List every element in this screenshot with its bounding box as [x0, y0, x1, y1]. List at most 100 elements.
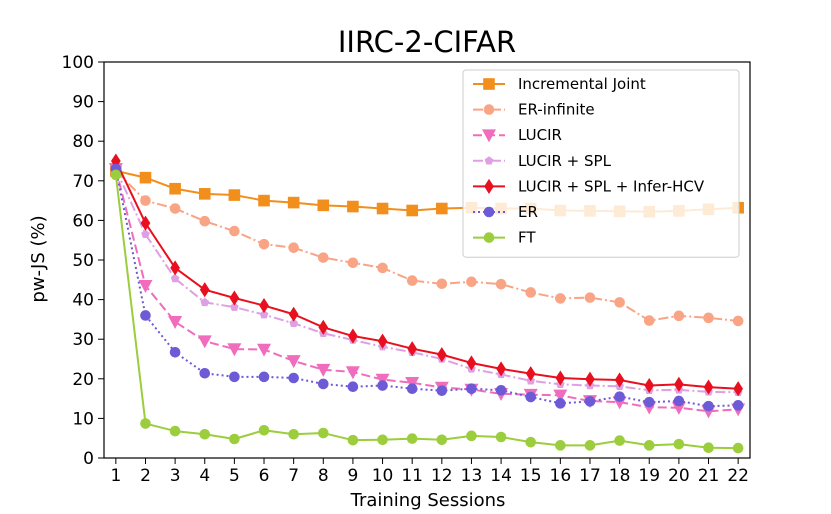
data-point — [288, 242, 299, 254]
x-tick-label: 17 — [579, 466, 601, 486]
data-point — [674, 376, 684, 392]
data-point — [168, 315, 183, 329]
y-tick-label: 50 — [72, 251, 94, 271]
series-7 — [110, 169, 744, 454]
data-point — [258, 194, 270, 207]
data-point — [584, 440, 596, 451]
series-line — [114, 174, 739, 450]
data-point — [525, 436, 537, 448]
data-point — [230, 302, 239, 311]
series-line — [114, 168, 739, 408]
data-point — [288, 306, 299, 322]
data-point — [733, 381, 744, 397]
data-point — [169, 346, 181, 358]
data-point — [643, 440, 655, 451]
data-point — [553, 389, 568, 403]
data-point — [197, 335, 212, 349]
data-point — [584, 292, 596, 303]
data-point — [169, 203, 181, 214]
data-point — [436, 347, 447, 363]
data-point — [198, 188, 211, 200]
data-point — [288, 428, 299, 440]
data-point — [317, 252, 329, 263]
data-point — [495, 431, 507, 443]
data-point — [732, 315, 744, 327]
data-point — [140, 418, 151, 429]
legend-label: Incremental Joint — [518, 75, 646, 93]
data-point — [199, 367, 211, 379]
data-point — [466, 355, 477, 371]
data-point — [555, 440, 566, 451]
x-tick-label: 3 — [170, 466, 181, 486]
data-point — [496, 361, 506, 377]
data-point — [140, 215, 151, 231]
data-point — [259, 310, 269, 319]
legend-label: ER — [518, 203, 538, 221]
x-tick-label: 1 — [110, 466, 121, 486]
plot-series-group — [108, 153, 746, 454]
x-tick-label: 9 — [348, 466, 359, 486]
data-point — [317, 427, 329, 439]
data-point — [377, 333, 388, 349]
data-point — [258, 371, 270, 383]
data-point — [316, 363, 331, 377]
x-tick-label: 5 — [229, 466, 240, 486]
legend-label: LUCIR — [518, 126, 562, 144]
legend-entry: ER-infinite — [473, 101, 595, 119]
x-tick-label: 19 — [638, 466, 660, 486]
data-point — [345, 366, 360, 380]
data-point — [229, 433, 240, 445]
x-tick-label: 13 — [461, 466, 483, 486]
legend-box — [462, 69, 740, 258]
legend-label: LUCIR + SPL — [518, 152, 612, 170]
data-point — [555, 293, 566, 304]
data-point — [170, 274, 180, 283]
y-axis-title: pw-JS (%) — [28, 215, 49, 302]
data-point — [466, 430, 477, 442]
x-tick-label: 22 — [727, 466, 749, 486]
data-point — [703, 312, 714, 324]
data-point — [288, 372, 299, 384]
data-point — [614, 372, 625, 388]
data-point — [643, 396, 655, 408]
legend-label: ER-infinite — [518, 101, 595, 119]
data-point — [348, 328, 358, 344]
data-point — [258, 424, 270, 436]
data-point — [407, 341, 418, 357]
series-line — [114, 168, 739, 413]
data-point — [466, 383, 477, 395]
x-tick-label: 15 — [520, 466, 542, 486]
legend-entry: LUCIR + SPL — [473, 152, 612, 170]
data-point — [555, 398, 566, 409]
legend-entry: ER — [473, 203, 538, 221]
legend-label: FT — [518, 229, 536, 247]
x-tick-label: 6 — [259, 466, 270, 486]
x-tick-label: 18 — [609, 466, 631, 486]
data-point — [614, 297, 625, 308]
data-point — [614, 435, 625, 446]
legend: Incremental Joint ER-infinite LUCIR LUCIR +… — [462, 69, 740, 258]
data-point — [644, 377, 655, 394]
legend-marker — [483, 232, 495, 243]
x-tick-label: 8 — [318, 466, 329, 486]
data-point — [375, 373, 390, 387]
data-point — [318, 319, 329, 335]
data-point — [377, 262, 388, 274]
data-point — [436, 385, 448, 396]
data-point — [347, 434, 359, 446]
data-point — [585, 371, 595, 387]
data-point — [287, 196, 300, 209]
legend-entry: LUCIR + SPL + Infer-HCV — [473, 177, 705, 195]
series-line — [115, 170, 739, 322]
legend-entry: LUCIR — [473, 126, 562, 144]
legend-marker — [484, 178, 494, 194]
data-point — [347, 257, 359, 269]
x-tick-label: 11 — [401, 466, 423, 486]
data-point — [138, 279, 153, 293]
series-line — [114, 160, 739, 390]
legend-marker — [483, 104, 495, 115]
y-tick-label: 80 — [72, 132, 94, 152]
x-tick-label: 20 — [668, 466, 690, 486]
data-point — [200, 297, 210, 307]
data-point — [525, 366, 536, 382]
